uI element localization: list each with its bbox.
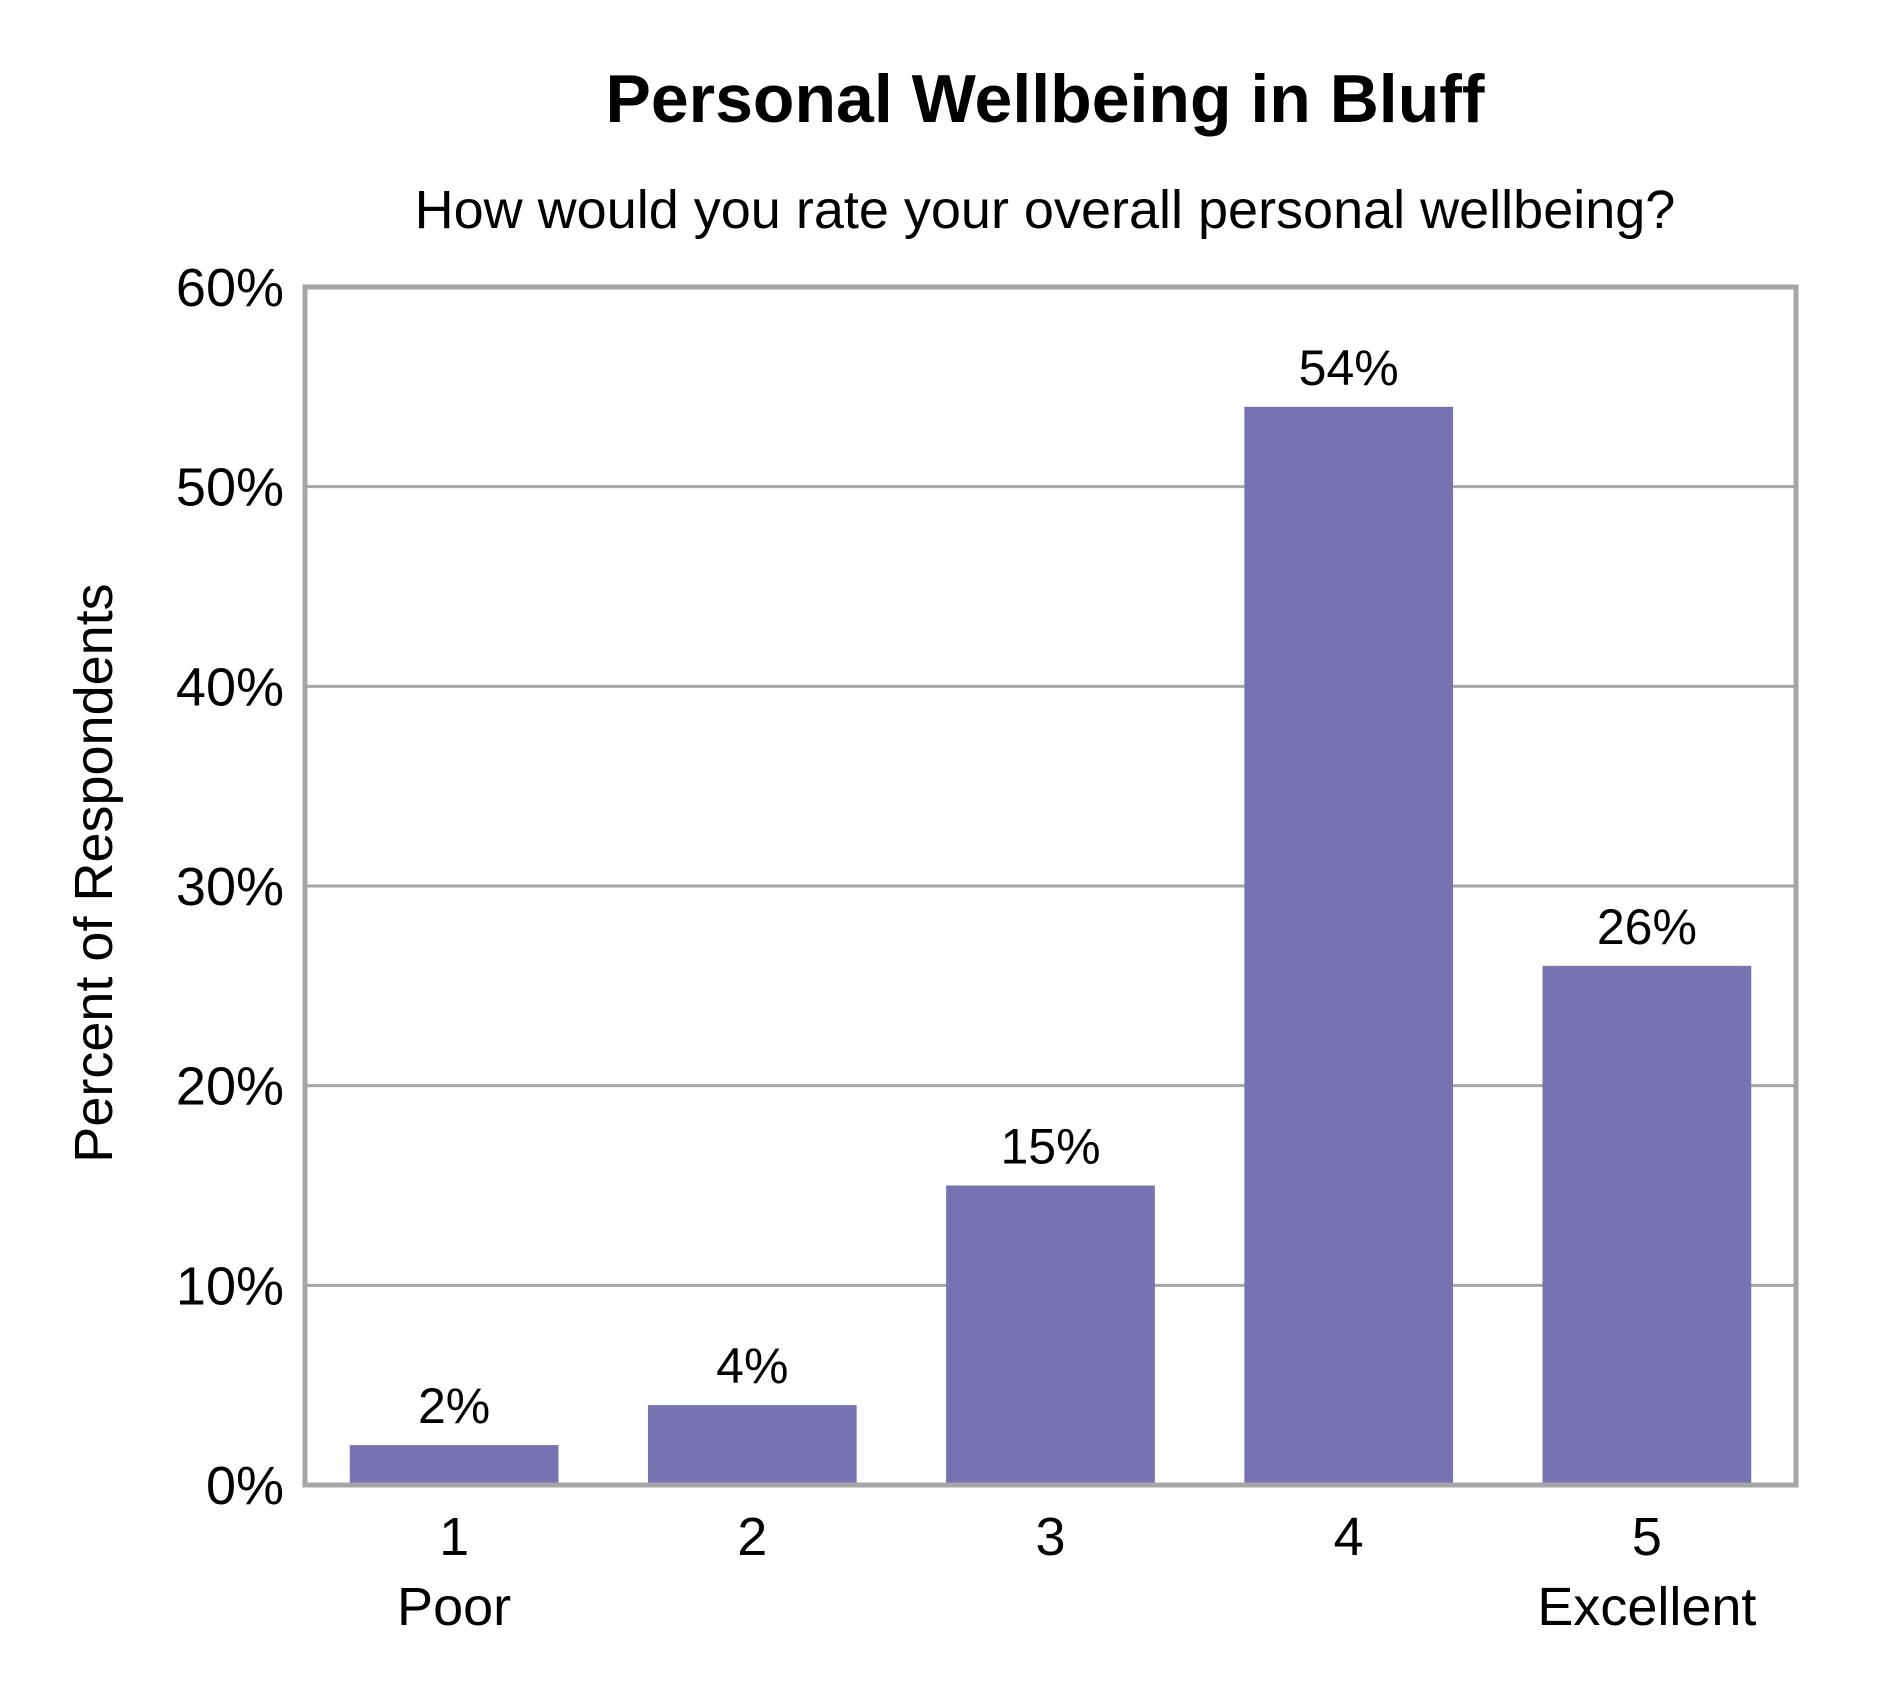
y-tick-label: 10% <box>176 1256 284 1316</box>
x-axis-ticks: 1 Poor 2 3 4 5 Excellent <box>397 1507 1756 1637</box>
x-tick-label: 1 <box>439 1507 469 1567</box>
y-axis-label: Percent of Respondents <box>64 583 124 1162</box>
y-tick-label: 20% <box>176 1057 284 1117</box>
bar-value-label: 54% <box>1299 340 1399 396</box>
bar <box>1244 406 1454 1485</box>
bar-value-label: 15% <box>1000 1119 1100 1175</box>
x-tick-label: 3 <box>1035 1507 1065 1567</box>
value-labels: 2% 4% 15% 54% 26% <box>418 340 1697 1434</box>
y-tick-label: 60% <box>176 258 284 318</box>
chart-title: Personal Wellbeing in Bluff <box>605 61 1484 137</box>
bar <box>349 1445 559 1485</box>
y-axis-ticks: 0% 10% 20% 30% 40% 50% 60% <box>176 258 284 1516</box>
bars <box>349 406 1752 1485</box>
chart-subtitle: How would you rate your overall personal… <box>415 180 1676 240</box>
bar-value-label: 26% <box>1597 899 1697 955</box>
x-tick-label: 5 <box>1632 1507 1662 1567</box>
x-tick-label: 2 <box>737 1507 767 1567</box>
x-tick-label: 4 <box>1334 1507 1364 1567</box>
bar <box>647 1405 857 1485</box>
y-tick-label: 40% <box>176 657 284 717</box>
bar <box>1542 965 1752 1485</box>
bar-value-label: 2% <box>418 1378 490 1434</box>
y-tick-label: 30% <box>176 857 284 917</box>
y-tick-label: 0% <box>206 1456 284 1516</box>
bar <box>946 1185 1155 1485</box>
y-tick-label: 50% <box>176 458 284 518</box>
x-tick-sublabel: Poor <box>397 1577 511 1637</box>
x-tick-sublabel: Excellent <box>1537 1577 1756 1637</box>
bar-value-label: 4% <box>716 1338 788 1394</box>
plot-frame <box>302 284 1799 1488</box>
